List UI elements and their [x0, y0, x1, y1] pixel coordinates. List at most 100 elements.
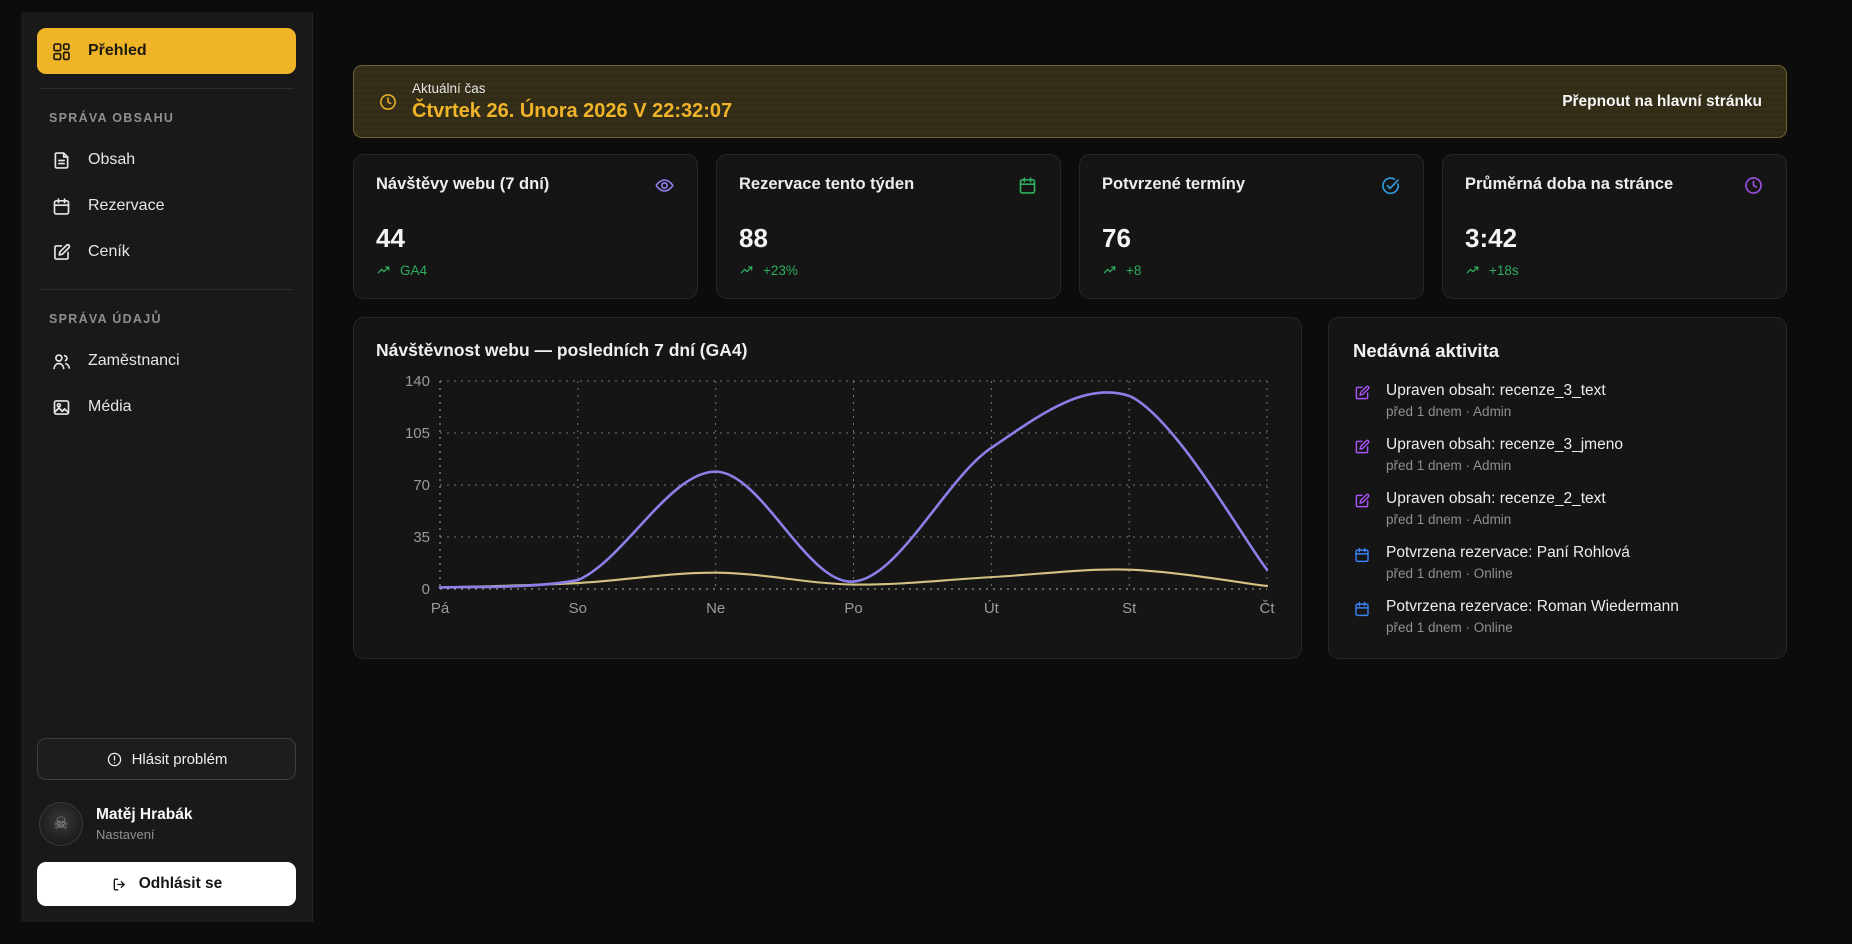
report-problem-button[interactable]: Hlásit problém — [37, 738, 296, 780]
svg-text:Pá: Pá — [431, 600, 450, 617]
trend-up-icon — [740, 266, 753, 274]
sidebar-item-label: Zaměstnanci — [88, 352, 180, 369]
svg-text:Po: Po — [844, 600, 862, 617]
calendar-icon — [1355, 601, 1369, 617]
sidebar-item-cenik[interactable]: Ceník — [37, 229, 296, 275]
activity-text: Potvrzena rezervace: Paní Rohlová — [1386, 544, 1630, 561]
eye-icon — [655, 179, 674, 192]
current-time-banner: Aktuální čas Čtvrtek 26. Února 2026 V 22… — [353, 65, 1787, 138]
report-problem-label: Hlásit problém — [131, 750, 228, 768]
calendar-icon — [1355, 547, 1369, 563]
chart-title: Návštěvnost webu — posledních 7 dní (GA4… — [376, 340, 748, 360]
activity-item[interactable]: Potvrzena rezervace: Paní Rohlová před 1… — [1353, 544, 1762, 581]
switch-to-main-site-link[interactable]: Přepnout na hlavní stránku — [1562, 92, 1762, 110]
stat-cards: Návštěvy webu (7 dní) 44 GA4 Rezervace t… — [353, 154, 1787, 299]
stat-value: 3:42 — [1465, 223, 1518, 253]
stat-value: 44 — [376, 223, 405, 253]
banner-label: Aktuální čas — [412, 80, 486, 96]
svg-text:Ne: Ne — [706, 600, 725, 617]
svg-text:So: So — [569, 600, 587, 617]
stat-trend: +8 — [1126, 262, 1142, 278]
edit-icon — [1355, 385, 1370, 400]
image-icon — [53, 399, 70, 415]
sidebar-item-media[interactable]: Média — [37, 384, 296, 430]
divider — [39, 88, 294, 89]
stat-value: 88 — [739, 223, 768, 253]
banner-time: Čtvrtek 26. Února 2026 V 22:32:07 — [412, 99, 733, 122]
stat-card-reservations: Rezervace tento týden 88 +23% — [716, 154, 1061, 299]
activity-meta: před 1 dnem · Admin — [1386, 458, 1512, 473]
activity-text: Upraven obsah: recenze_2_text — [1386, 490, 1606, 507]
activity-text: Upraven obsah: recenze_3_text — [1386, 382, 1606, 399]
svg-text:St: St — [1122, 600, 1137, 617]
file-text-icon — [54, 151, 69, 169]
stat-card-avg-time: Průměrná doba na stránce 3:42 +18s — [1442, 154, 1787, 299]
activity-meta: před 1 dnem · Admin — [1386, 404, 1512, 419]
stat-card-web-visits: Návštěvy webu (7 dní) 44 GA4 — [353, 154, 698, 299]
stat-title: Průměrná doba na stránce — [1465, 175, 1674, 193]
stat-trend: +23% — [763, 262, 798, 278]
activity-item[interactable]: Potvrzena rezervace: Roman Wiedermann př… — [1353, 598, 1762, 635]
sidebar-item-label: Rezervace — [88, 197, 165, 214]
visits-line-chart: 0 35 70 105 140 Pá So Ne Po Út St Čt — [405, 373, 1276, 617]
edit-icon — [1355, 493, 1370, 508]
visits-chart-card: Návštěvnost webu — posledních 7 dní (GA4… — [353, 317, 1302, 659]
activity-item[interactable]: Upraven obsah: recenze_3_text před 1 dne… — [1353, 382, 1762, 419]
logout-button[interactable]: Odhlásit se — [37, 862, 296, 906]
user-name: Matěj Hrabák — [96, 806, 193, 823]
svg-text:105: 105 — [405, 425, 430, 442]
trend-up-icon — [1103, 266, 1116, 274]
clock-icon — [1745, 177, 1762, 194]
recent-activity-panel: Nedávná aktivita Upraven obsah: recenze_… — [1328, 317, 1787, 659]
svg-text:140: 140 — [405, 373, 430, 390]
activity-title: Nedávná aktivita — [1353, 340, 1500, 361]
stat-trend: GA4 — [400, 262, 428, 278]
activity-meta: před 1 dnem · Admin — [1386, 512, 1512, 527]
user-row[interactable]: ☠ Matěj Hrabák Nastavení — [39, 802, 296, 846]
divider — [39, 289, 294, 290]
dashboard-icon — [53, 42, 70, 60]
logout-label: Odhlásit se — [138, 875, 223, 892]
avatar: ☠ — [39, 802, 83, 846]
sidebar-item-prehled[interactable]: Přehled — [37, 28, 296, 74]
stat-title: Návštěvy webu (7 dní) — [376, 175, 550, 193]
users-icon — [53, 353, 71, 369]
sidebar-item-zamestnanci[interactable]: Zaměstnanci — [37, 338, 296, 384]
svg-text:Út: Út — [984, 600, 1000, 617]
trend-up-icon — [377, 266, 390, 274]
activity-meta: před 1 dnem · Online — [1386, 620, 1513, 635]
activity-item[interactable]: Upraven obsah: recenze_2_text před 1 dne… — [1353, 490, 1762, 527]
stat-trend: +18s — [1489, 262, 1519, 278]
activity-item[interactable]: Upraven obsah: recenze_3_jmeno před 1 dn… — [1353, 436, 1762, 473]
stat-card-confirmed: Potvrzené termíny 76 +8 — [1079, 154, 1424, 299]
edit-icon — [1355, 439, 1370, 454]
calendar-icon — [53, 197, 70, 215]
activity-meta: před 1 dnem · Online — [1386, 566, 1513, 581]
stat-title: Potvrzené termíny — [1102, 175, 1246, 193]
edit-icon — [54, 243, 71, 260]
main-content: Aktuální čas Čtvrtek 26. Února 2026 V 22… — [353, 65, 1787, 659]
svg-text:70: 70 — [413, 477, 430, 494]
check-circle-icon — [1382, 177, 1399, 195]
user-subtitle: Nastavení — [96, 827, 155, 842]
stat-title: Rezervace tento týden — [739, 175, 915, 193]
clock-icon — [380, 93, 396, 110]
stat-value: 76 — [1102, 223, 1131, 253]
sidebar-section-title: SPRÁVA ÚDAJŮ — [49, 312, 162, 326]
sidebar-item-label: Média — [88, 398, 132, 415]
svg-text:Čt: Čt — [1260, 600, 1276, 617]
logout-icon — [113, 878, 125, 890]
activity-text: Upraven obsah: recenze_3_jmeno — [1386, 436, 1623, 453]
sidebar-item-label: Přehled — [88, 42, 147, 59]
sidebar-item-obsah[interactable]: Obsah — [37, 137, 296, 183]
sidebar: Přehled SPRÁVA OBSAHU Obsah Rezervace Ce… — [21, 12, 313, 922]
sidebar-item-rezervace[interactable]: Rezervace — [37, 183, 296, 229]
activity-text: Potvrzena rezervace: Roman Wiedermann — [1386, 598, 1679, 615]
sidebar-item-label: Obsah — [88, 151, 136, 168]
svg-text:35: 35 — [413, 529, 430, 546]
sidebar-section-title: SPRÁVA OBSAHU — [49, 111, 175, 125]
avatar-skull-glyph: ☠ — [53, 814, 69, 833]
trend-up-icon — [1466, 266, 1479, 274]
svg-text:0: 0 — [422, 581, 430, 598]
calendar-icon — [1019, 177, 1036, 194]
